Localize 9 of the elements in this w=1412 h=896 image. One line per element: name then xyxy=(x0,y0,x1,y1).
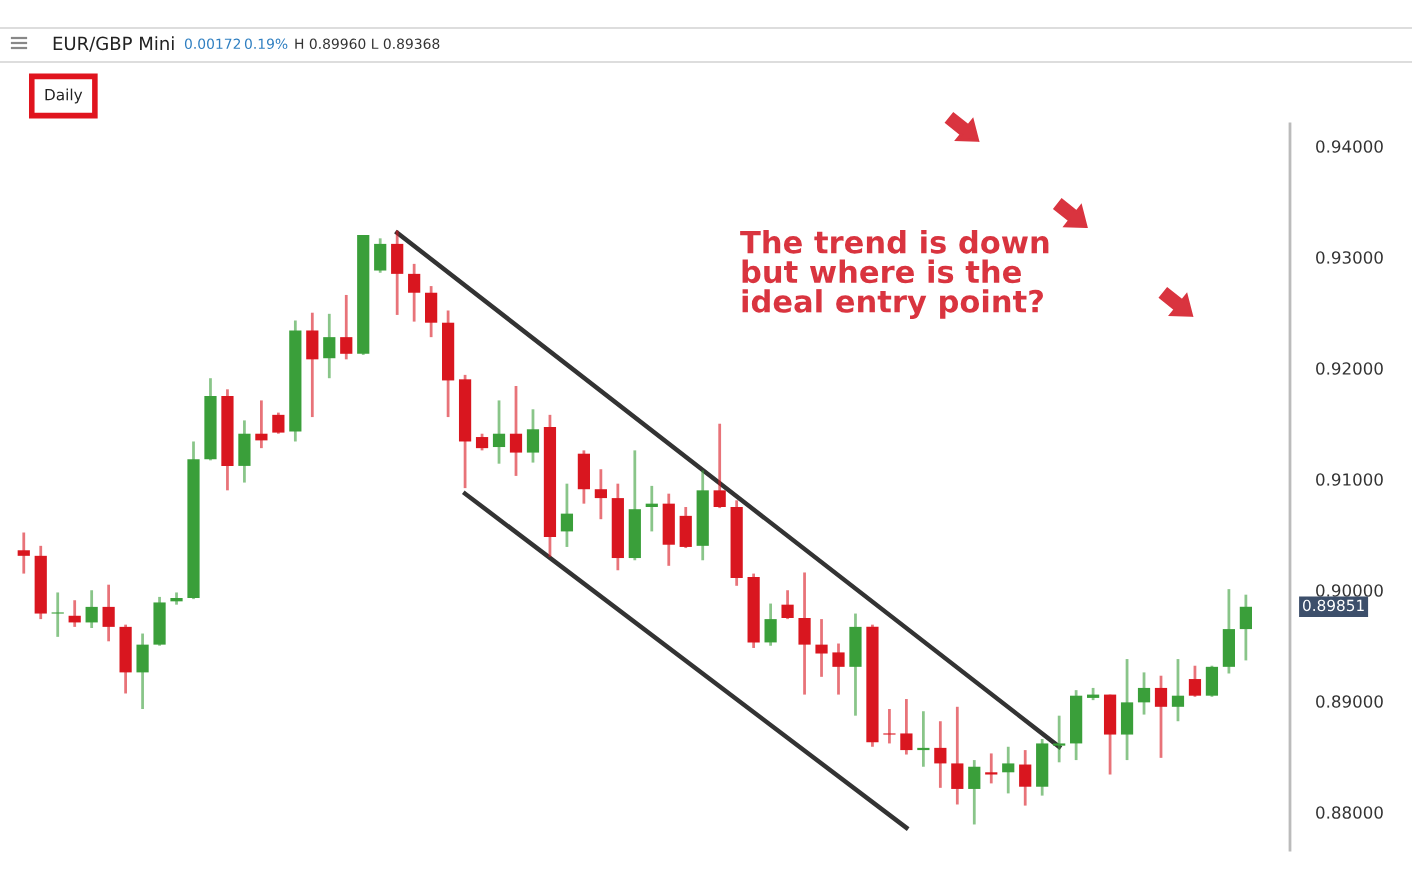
y-tick-label: 0.89000 xyxy=(1316,695,1383,708)
y-tick-label: 0.93000 xyxy=(1316,251,1383,264)
annotation: The trend is down but where is the ideal entry point? xyxy=(740,230,1049,319)
y-tick-label: 0.88000 xyxy=(1316,806,1383,819)
y-tick-label: 0.92000 xyxy=(1316,362,1383,375)
y-tick-label: 0.94000 xyxy=(1316,140,1383,153)
y-tick-label: 0.90000 xyxy=(1316,584,1383,597)
y-tick-label: 0.91000 xyxy=(1316,473,1383,486)
chart-title: EUR/GBP Mini xyxy=(53,36,174,52)
